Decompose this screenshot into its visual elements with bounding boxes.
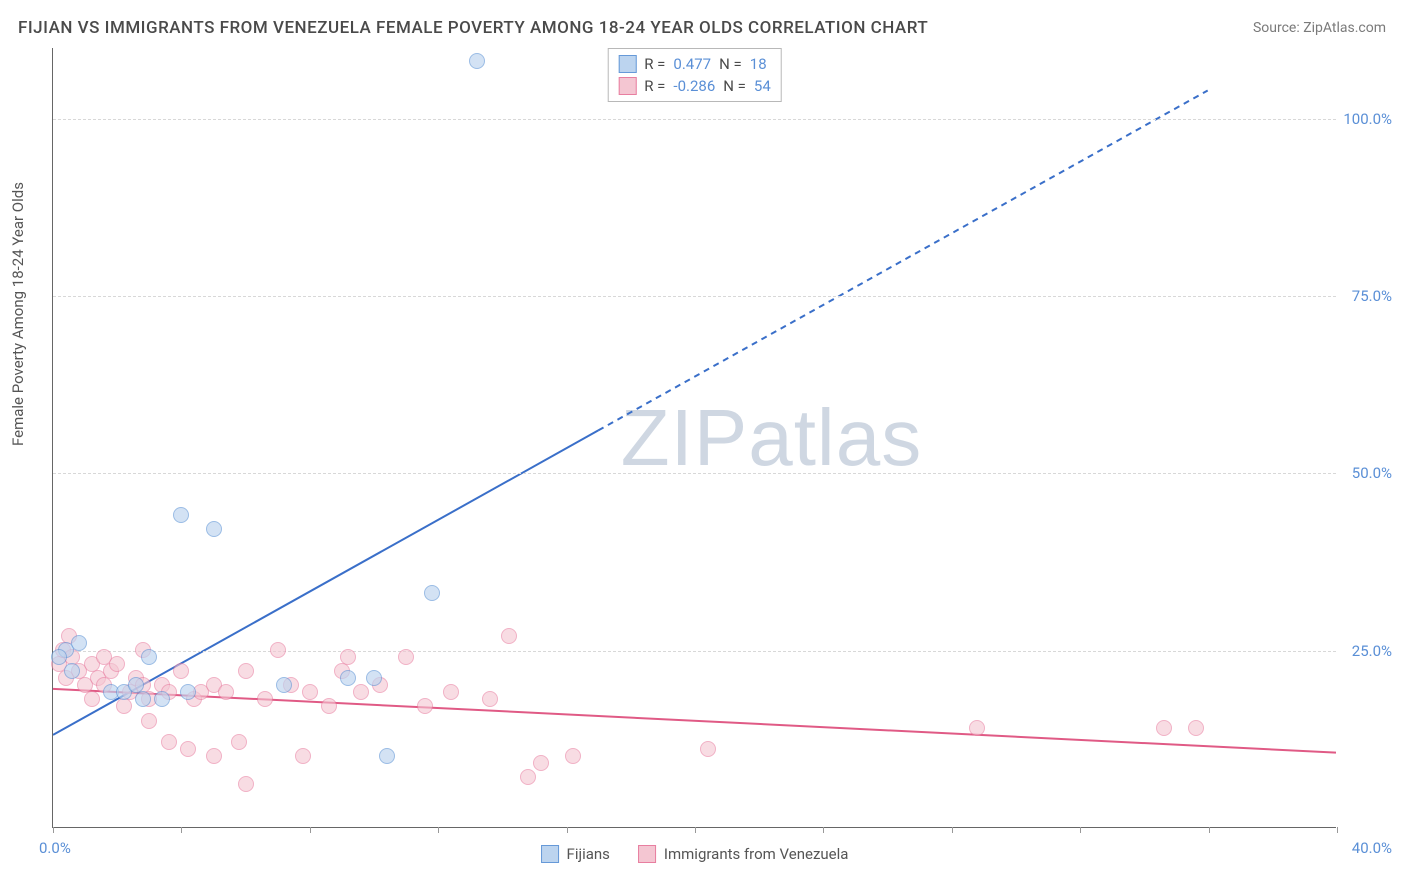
scatter-point <box>180 741 196 757</box>
watermark-left: ZIP <box>621 393 748 482</box>
scatter-point <box>565 748 581 764</box>
scatter-point <box>238 663 254 679</box>
scatter-point <box>180 684 196 700</box>
scatter-point <box>109 656 125 672</box>
scatter-point <box>340 670 356 686</box>
scatter-point <box>206 748 222 764</box>
y-tick-label: 75.0% <box>1352 287 1392 305</box>
scatter-point <box>379 748 395 764</box>
legend-label-venezuela: Immigrants from Venezuela <box>664 845 849 863</box>
x-tick-mark <box>695 827 696 833</box>
n-value-fijians: 18 <box>750 55 767 73</box>
scatter-point <box>469 53 485 69</box>
y-axis-label: Female Poverty Among 18-24 Year Olds <box>9 182 27 446</box>
source-attribution: Source: ZipAtlas.com <box>1253 20 1386 36</box>
plot-area: ZIPatlas R = 0.477 N = 18 R = -0.286 N =… <box>52 48 1336 828</box>
scatter-point <box>1188 720 1204 736</box>
scatter-point <box>64 663 80 679</box>
x-tick-mark <box>1337 827 1338 833</box>
r-label: R = <box>644 55 665 73</box>
scatter-point <box>424 585 440 601</box>
chart-title: FIJIAN VS IMMIGRANTS FROM VENEZUELA FEMA… <box>18 18 928 38</box>
scatter-point <box>154 691 170 707</box>
y-tick-label: 25.0% <box>1352 642 1392 660</box>
x-axis-label-max: 40.0% <box>1352 839 1392 857</box>
scatter-point <box>116 698 132 714</box>
x-tick-mark <box>952 827 953 833</box>
trend-lines-svg <box>53 48 1336 827</box>
scatter-point <box>173 663 189 679</box>
scatter-point <box>141 649 157 665</box>
x-tick-mark <box>1080 827 1081 833</box>
x-tick-mark <box>1209 827 1210 833</box>
scatter-point <box>270 642 286 658</box>
scatter-point <box>340 649 356 665</box>
scatter-point <box>51 649 67 665</box>
legend-item-fijians: Fijians <box>541 845 610 863</box>
grid-line <box>53 296 1336 297</box>
scatter-point <box>520 769 536 785</box>
scatter-point <box>443 684 459 700</box>
x-tick-mark <box>567 827 568 833</box>
scatter-point <box>161 734 177 750</box>
scatter-point <box>238 776 254 792</box>
scatter-point <box>135 691 151 707</box>
scatter-point <box>218 684 234 700</box>
scatter-point <box>533 755 549 771</box>
r-value-fijians: 0.477 <box>673 55 711 73</box>
scatter-point <box>206 521 222 537</box>
scatter-point <box>366 670 382 686</box>
y-tick-label: 100.0% <box>1343 110 1392 128</box>
watermark: ZIPatlas <box>621 392 922 484</box>
chart-container: FIJIAN VS IMMIGRANTS FROM VENEZUELA FEMA… <box>0 0 1406 892</box>
scatter-point <box>71 635 87 651</box>
scatter-point <box>276 677 292 693</box>
watermark-right: atlas <box>748 393 922 482</box>
grid-line <box>53 119 1336 120</box>
legend-stats: R = 0.477 N = 18 R = -0.286 N = 54 <box>607 48 782 102</box>
legend-stats-row-1: R = 0.477 N = 18 <box>618 53 771 75</box>
scatter-point <box>295 748 311 764</box>
scatter-point <box>482 691 498 707</box>
legend-stats-row-2: R = -0.286 N = 54 <box>618 75 771 97</box>
scatter-point <box>231 734 247 750</box>
y-tick-label: 50.0% <box>1352 464 1392 482</box>
scatter-point <box>969 720 985 736</box>
legend-swatch-bottom-venezuela <box>638 845 656 863</box>
legend-label-fijians: Fijians <box>567 845 610 863</box>
n-label: N = <box>719 55 742 73</box>
scatter-point <box>257 691 273 707</box>
x-tick-mark <box>438 827 439 833</box>
scatter-point <box>141 713 157 729</box>
scatter-point <box>1156 720 1172 736</box>
scatter-point <box>417 698 433 714</box>
x-tick-mark <box>310 827 311 833</box>
scatter-point <box>321 698 337 714</box>
grid-line <box>53 473 1336 474</box>
x-tick-mark <box>181 827 182 833</box>
scatter-point <box>302 684 318 700</box>
legend-item-venezuela: Immigrants from Venezuela <box>638 845 849 863</box>
grid-line <box>53 651 1336 652</box>
r-value-venezuela: -0.286 <box>673 77 715 95</box>
scatter-point <box>398 649 414 665</box>
legend-swatch-venezuela <box>618 77 636 95</box>
legend-series: Fijians Immigrants from Venezuela <box>541 845 849 863</box>
x-tick-mark <box>823 827 824 833</box>
n-label-2: N = <box>723 77 746 95</box>
n-value-venezuela: 54 <box>754 77 771 95</box>
scatter-point <box>700 741 716 757</box>
x-tick-mark <box>53 827 54 833</box>
scatter-point <box>353 684 369 700</box>
scatter-point <box>84 691 100 707</box>
legend-swatch-bottom-fijians <box>541 845 559 863</box>
r-label-2: R = <box>644 77 665 95</box>
legend-swatch-fijians <box>618 55 636 73</box>
scatter-point <box>173 507 189 523</box>
scatter-point <box>501 628 517 644</box>
x-axis-label-min: 0.0% <box>39 839 71 857</box>
